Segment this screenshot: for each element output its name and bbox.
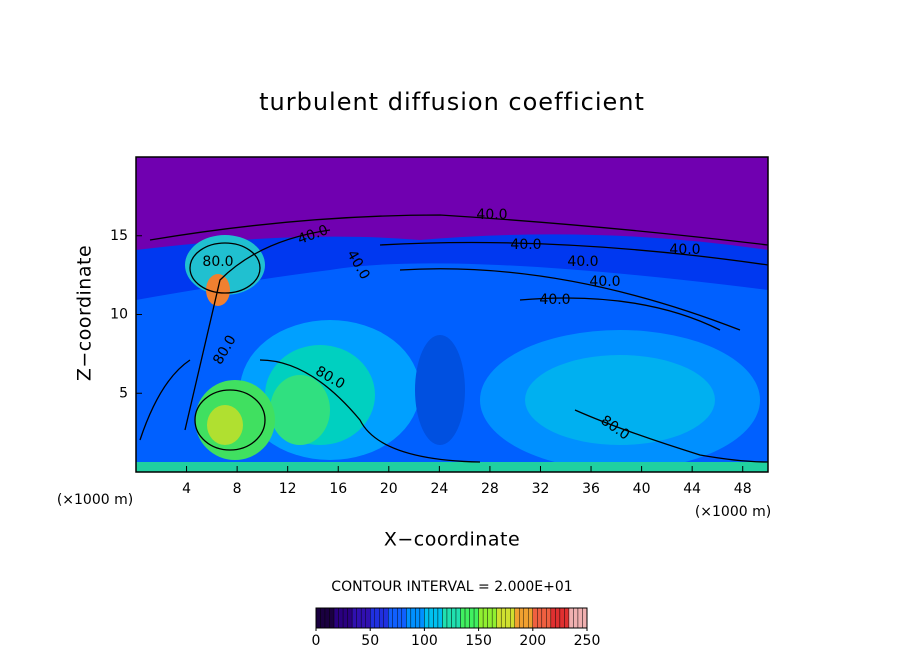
x-tick-label: 16 bbox=[329, 481, 347, 497]
contour-label: 40.0 bbox=[589, 274, 620, 290]
x-tick-label: 28 bbox=[481, 481, 499, 497]
colorbar-swatch bbox=[428, 607, 434, 629]
x-tick-label: 44 bbox=[683, 481, 701, 497]
contour-label: 40.0 bbox=[476, 207, 507, 223]
chart-title: turbulent diffusion coefficient bbox=[259, 88, 645, 116]
colorbar-swatch bbox=[351, 607, 357, 629]
colorbar-swatch bbox=[379, 607, 384, 629]
colorbar-swatch bbox=[388, 607, 393, 629]
colorbar-frame bbox=[315, 607, 588, 629]
colorbar-swatch bbox=[528, 607, 533, 629]
x-tick-label: 8 bbox=[233, 481, 242, 497]
colorbar-swatch bbox=[514, 607, 520, 629]
colorbar-swatch bbox=[577, 607, 583, 629]
contour-label: 40.0 bbox=[669, 242, 700, 258]
colorbar-swatch bbox=[424, 607, 430, 629]
colorbar-swatch bbox=[469, 607, 475, 629]
colorbar-swatch bbox=[478, 607, 484, 629]
colorbar-tick-label: 100 bbox=[411, 633, 438, 649]
colorbar-swatch bbox=[473, 607, 479, 629]
colorbar-swatch bbox=[451, 607, 457, 629]
colorbar-swatch bbox=[510, 607, 515, 629]
colorbar-swatch bbox=[519, 607, 524, 629]
colorbar-swatch bbox=[537, 607, 543, 629]
colorbar-swatch bbox=[446, 607, 452, 629]
colorbar-swatch bbox=[419, 607, 425, 629]
colorbar-swatch bbox=[415, 607, 421, 629]
field bbox=[136, 157, 768, 472]
colorbar-swatch bbox=[324, 607, 330, 629]
colorbar-swatch bbox=[559, 607, 565, 629]
colorbar-swatch bbox=[505, 607, 511, 629]
x-tick-label: 48 bbox=[734, 481, 752, 497]
colorbar-swatch bbox=[496, 607, 502, 629]
colorbar-swatch bbox=[564, 607, 570, 629]
y-tick-label: 5 bbox=[119, 385, 128, 401]
x-unit: (×1000 m) bbox=[695, 504, 771, 520]
colorbar-swatch bbox=[347, 607, 353, 629]
colorbar-swatch bbox=[568, 607, 574, 629]
colorbar-swatch bbox=[365, 607, 371, 629]
colorbar-swatch bbox=[410, 607, 416, 629]
x-tick-label: 40 bbox=[633, 481, 651, 497]
colorbar-swatch bbox=[406, 607, 412, 629]
colorbar-swatch bbox=[482, 607, 488, 629]
colorbar-swatch bbox=[455, 607, 461, 629]
colorbar-swatch bbox=[374, 607, 380, 629]
colorbar-swatch bbox=[315, 607, 321, 629]
colorbar-swatch bbox=[342, 607, 348, 629]
colorbar-swatch bbox=[356, 607, 362, 629]
y-tick-label: 10 bbox=[110, 307, 128, 323]
colorbar-swatch bbox=[437, 607, 443, 629]
colorbar-swatch bbox=[582, 607, 588, 629]
colorbar-swatch bbox=[397, 607, 403, 629]
colorbar-swatch bbox=[433, 607, 439, 629]
colorbar-swatch bbox=[320, 607, 326, 629]
colorbar-tick-label: 250 bbox=[574, 633, 601, 649]
colorbar-swatch bbox=[333, 607, 339, 629]
colorbar-tick-label: 0 bbox=[312, 633, 321, 649]
x-tick-label: 36 bbox=[582, 481, 600, 497]
x-axis-label: X−coordinate bbox=[384, 529, 520, 551]
colorbar-swatch bbox=[523, 607, 529, 629]
x-tick-label: 4 bbox=[182, 481, 191, 497]
y-axis-label: Z−coordinate bbox=[74, 245, 96, 381]
x-tick-label: 24 bbox=[430, 481, 448, 497]
colorbar-swatch bbox=[442, 607, 448, 629]
colorbar-swatch bbox=[360, 607, 366, 629]
colorbar-swatch bbox=[500, 607, 506, 629]
x-tick-label: 20 bbox=[380, 481, 398, 497]
colorbar-swatch bbox=[491, 607, 497, 629]
x-tick-label: 32 bbox=[532, 481, 550, 497]
colorbar-swatch bbox=[555, 607, 561, 629]
x-tick-label: 12 bbox=[279, 481, 297, 497]
colorbar-swatch bbox=[383, 607, 389, 629]
colorbar-swatch bbox=[460, 607, 466, 629]
contour-label: 40.0 bbox=[539, 292, 570, 308]
y-tick-label: 15 bbox=[110, 228, 128, 244]
colorbar-swatch bbox=[541, 607, 547, 629]
contour-interval: CONTOUR INTERVAL = 2.000E+01 bbox=[331, 579, 572, 595]
contour-label: 40.0 bbox=[510, 237, 541, 253]
colorbar-swatch bbox=[487, 607, 493, 629]
contour-label: 40.0 bbox=[567, 254, 598, 270]
colorbar-swatch bbox=[370, 607, 375, 629]
colorbar-swatch bbox=[546, 607, 552, 629]
colorbar-swatch bbox=[392, 607, 398, 629]
colorbar-tick-label: 150 bbox=[465, 633, 492, 649]
colorbar-swatch bbox=[338, 607, 344, 629]
contour-label: 80.0 bbox=[202, 254, 233, 270]
y-unit: (×1000 m) bbox=[57, 492, 133, 508]
colorbar-swatch bbox=[573, 607, 579, 629]
colorbar-swatch bbox=[550, 607, 556, 629]
colorbar-swatch bbox=[532, 607, 538, 629]
colorbar-tick-label: 50 bbox=[361, 633, 379, 649]
colorbar-swatch bbox=[401, 607, 407, 629]
colorbar-swatch bbox=[464, 607, 470, 629]
colorbar-tick-label: 200 bbox=[519, 633, 546, 649]
colorbar-swatch bbox=[329, 607, 335, 629]
